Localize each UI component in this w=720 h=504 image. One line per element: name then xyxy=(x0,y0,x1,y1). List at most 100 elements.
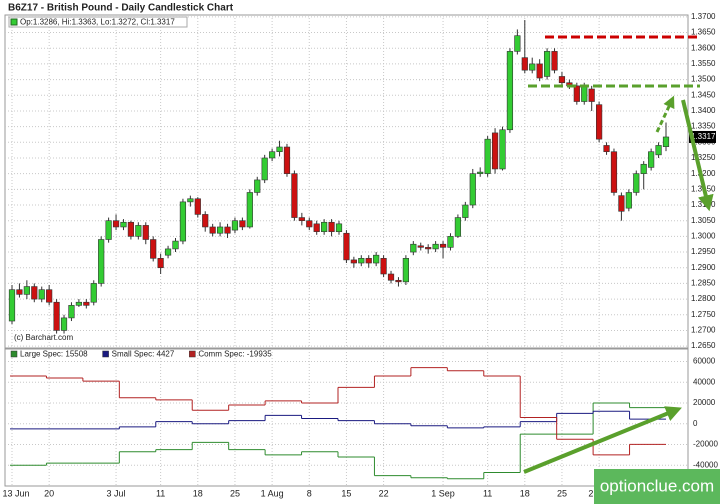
arrow xyxy=(655,95,675,133)
candle-body xyxy=(603,145,610,153)
y-tick-label: -20000 xyxy=(693,440,718,449)
x-tick-label: 1 Sep xyxy=(431,488,455,498)
credit: (c) Barchart.com xyxy=(14,333,73,342)
legend-label: Large Spec: 15508 xyxy=(20,350,88,359)
y-tick-label: 1.3250 xyxy=(691,153,716,162)
candle-body xyxy=(31,286,38,300)
candle-body xyxy=(610,151,618,193)
candle-body xyxy=(23,286,30,295)
candle-body xyxy=(202,214,209,228)
candle-body xyxy=(38,289,45,300)
candle-body xyxy=(477,171,484,174)
candle-body xyxy=(588,88,595,102)
candle-body xyxy=(447,236,454,248)
x-tick-label: 11 xyxy=(483,488,492,498)
candle-body xyxy=(209,226,216,234)
marks: 1.3317 xyxy=(8,20,716,480)
candle-body xyxy=(53,301,60,331)
x-tick-label: 15 xyxy=(341,488,351,498)
x-tick-label: 11 xyxy=(156,488,165,498)
legend-label: Comm Spec: -19935 xyxy=(198,350,272,359)
candle-body xyxy=(231,220,239,231)
candle-body xyxy=(439,243,447,248)
candle-body xyxy=(306,220,313,228)
candle-body xyxy=(640,163,647,174)
candle-body xyxy=(633,173,640,193)
candle-body xyxy=(410,243,417,253)
candle-body xyxy=(269,151,276,159)
candle-body xyxy=(276,146,283,153)
arrow xyxy=(523,406,682,474)
x-tick-label: 25 xyxy=(557,488,567,498)
candle-body xyxy=(16,289,23,295)
candle-body xyxy=(164,248,172,256)
y-tick-label: 1.2900 xyxy=(691,263,716,272)
candle-body xyxy=(261,157,268,181)
candle-body xyxy=(328,221,335,232)
x-tick-label: 20 xyxy=(44,488,54,498)
y-tick-label: 1.3050 xyxy=(691,216,716,225)
candle-body xyxy=(573,85,580,102)
candle-body xyxy=(194,198,201,215)
candle-body xyxy=(246,192,253,228)
cot-legend: Large Spec: 15508 Small Spec: 4427 Comm Sp… xyxy=(10,350,272,359)
candle-body xyxy=(499,129,506,170)
y-tick-label: 0 xyxy=(693,419,698,428)
candle-body xyxy=(521,57,528,71)
y-tick-label: 1.2950 xyxy=(691,247,716,256)
candle-body xyxy=(150,239,157,259)
y-tick-label: 1.3000 xyxy=(691,231,716,240)
x-tick-label: 22 xyxy=(379,488,389,498)
candle-body xyxy=(120,221,127,228)
candle-body xyxy=(365,258,372,264)
x-tick-label: 18 xyxy=(193,488,203,498)
candle-body xyxy=(484,138,491,174)
y-tick-label: 1.3600 xyxy=(691,43,716,52)
y-tick-label: 1.3650 xyxy=(691,28,716,37)
x-tick-label: 3 Jul xyxy=(107,488,126,498)
candle-body xyxy=(506,51,514,131)
candle-body xyxy=(46,289,53,303)
candle-body xyxy=(98,239,105,284)
candle-body xyxy=(395,279,402,283)
candle-body xyxy=(187,198,194,203)
y-tick-label: 40000 xyxy=(693,377,716,386)
y-tick-label: 1.3400 xyxy=(691,106,716,115)
y-tick-label: 1.3350 xyxy=(691,122,716,131)
chart-title: B6Z17 - British Pound - Daily Candlestic… xyxy=(8,3,234,14)
candle-body xyxy=(343,232,350,261)
watermark-box xyxy=(594,469,720,504)
candle-body xyxy=(536,63,543,79)
candle-body xyxy=(75,301,82,306)
y-tick-label: 1.3100 xyxy=(691,200,716,209)
candle-body xyxy=(648,151,655,168)
candle-body xyxy=(254,179,261,193)
candle-body xyxy=(625,192,632,209)
candle-body xyxy=(157,258,164,269)
candle-body xyxy=(655,145,662,156)
candle-body xyxy=(321,221,328,232)
watermark: optionclue.com xyxy=(600,476,714,495)
y-tick-label: 1.2750 xyxy=(691,310,716,319)
legend-box xyxy=(8,16,188,28)
candle-body xyxy=(469,173,476,206)
candle-body xyxy=(239,220,246,228)
candle-body xyxy=(83,301,90,306)
candle-body xyxy=(335,223,343,232)
candle-body xyxy=(90,283,97,303)
candle-body xyxy=(68,305,75,319)
candle-body xyxy=(112,220,120,228)
y-tick-label: 20000 xyxy=(693,398,716,407)
candle-body xyxy=(551,51,558,71)
y-tick-label: 1.3550 xyxy=(691,59,716,68)
candle-body xyxy=(432,243,439,250)
candle-body xyxy=(298,217,305,221)
candle-body xyxy=(350,259,357,264)
y-tick-label: 1.2850 xyxy=(691,279,716,288)
ohlc-legend: Op:1.3286, Hi:1.3363, Lo:1.3272, Cl:1.33… xyxy=(20,18,175,27)
legend-label: Small Spec: 4427 xyxy=(112,350,175,359)
y-tick-label: 1.3450 xyxy=(691,90,716,99)
y-tick-label: 1.2700 xyxy=(691,326,716,335)
y-tick-label: 1.3500 xyxy=(691,75,716,84)
